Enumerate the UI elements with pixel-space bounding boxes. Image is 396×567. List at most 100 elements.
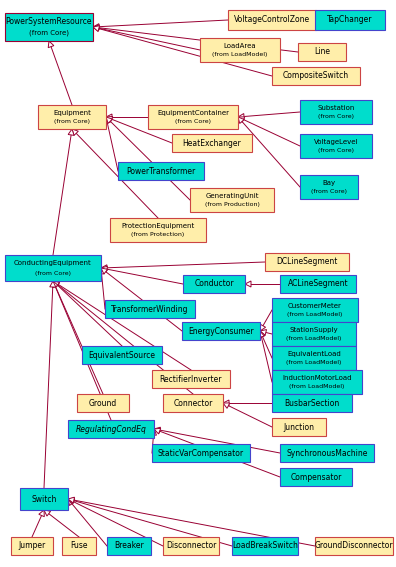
- Text: Conductor: Conductor: [194, 280, 234, 289]
- Polygon shape: [93, 25, 99, 31]
- Bar: [272, 418, 326, 436]
- Polygon shape: [93, 24, 99, 29]
- Text: (from Core): (from Core): [54, 119, 90, 124]
- Text: InductionMotorLoad: InductionMotorLoad: [282, 375, 352, 380]
- Bar: [148, 105, 238, 129]
- Text: StaticVarCompensator: StaticVarCompensator: [158, 448, 244, 458]
- Polygon shape: [93, 26, 99, 31]
- Bar: [315, 10, 385, 30]
- Bar: [300, 175, 358, 199]
- Bar: [272, 394, 352, 412]
- Polygon shape: [101, 268, 108, 274]
- Text: (from Core): (from Core): [311, 189, 347, 194]
- Polygon shape: [68, 129, 74, 136]
- Text: (from Core): (from Core): [175, 119, 211, 124]
- Text: LoadBreakSwitch: LoadBreakSwitch: [232, 541, 298, 551]
- Text: VoltageControlZone: VoltageControlZone: [234, 15, 310, 24]
- Text: VoltageLevel: VoltageLevel: [314, 139, 358, 145]
- Bar: [5, 13, 93, 41]
- Text: TransformerWinding: TransformerWinding: [111, 304, 189, 314]
- Text: (from Core): (from Core): [318, 149, 354, 153]
- Bar: [272, 322, 356, 346]
- Text: (from LoadModel): (from LoadModel): [289, 384, 345, 390]
- Polygon shape: [150, 429, 156, 435]
- Text: Equipment: Equipment: [53, 109, 91, 116]
- Polygon shape: [50, 281, 56, 287]
- Text: PowerTransformer: PowerTransformer: [126, 167, 196, 176]
- Text: EquipmentContainer: EquipmentContainer: [157, 109, 229, 116]
- Polygon shape: [259, 331, 264, 337]
- Polygon shape: [223, 400, 229, 406]
- Text: EnergyConsumer: EnergyConsumer: [188, 327, 254, 336]
- Text: ACLineSegment: ACLineSegment: [287, 280, 348, 289]
- Text: (from Production): (from Production): [205, 202, 259, 208]
- Polygon shape: [39, 510, 44, 517]
- Polygon shape: [93, 26, 99, 32]
- Polygon shape: [260, 324, 266, 331]
- Text: RectifierInverter: RectifierInverter: [160, 374, 222, 383]
- Bar: [68, 420, 154, 438]
- Polygon shape: [53, 281, 59, 287]
- Bar: [315, 537, 393, 555]
- Bar: [272, 346, 356, 370]
- Text: Line: Line: [314, 48, 330, 57]
- Polygon shape: [238, 117, 244, 124]
- Bar: [152, 370, 230, 388]
- Bar: [300, 134, 372, 158]
- Bar: [38, 105, 106, 129]
- Polygon shape: [101, 266, 107, 272]
- Bar: [77, 394, 129, 412]
- Polygon shape: [68, 499, 74, 506]
- Polygon shape: [260, 331, 265, 338]
- Text: Fuse: Fuse: [70, 541, 88, 551]
- Polygon shape: [105, 117, 110, 124]
- Polygon shape: [68, 498, 74, 503]
- Polygon shape: [99, 268, 105, 274]
- Text: PowerSystemResource: PowerSystemResource: [6, 18, 92, 27]
- Bar: [228, 10, 316, 30]
- Bar: [152, 444, 250, 462]
- Text: DCLineSegment: DCLineSegment: [276, 257, 338, 266]
- Text: ConductingEquipment: ConductingEquipment: [14, 260, 92, 266]
- Bar: [183, 275, 245, 293]
- Polygon shape: [106, 116, 113, 122]
- Polygon shape: [238, 117, 245, 122]
- Bar: [200, 38, 280, 62]
- Text: (from Core): (from Core): [35, 270, 71, 276]
- Text: Breaker: Breaker: [114, 541, 144, 551]
- Text: Jumper: Jumper: [18, 541, 46, 551]
- Text: Substation: Substation: [317, 105, 355, 111]
- Polygon shape: [68, 499, 75, 505]
- Polygon shape: [72, 129, 78, 136]
- Polygon shape: [106, 117, 112, 124]
- Bar: [272, 370, 362, 394]
- Text: Compensator: Compensator: [290, 472, 342, 481]
- Bar: [265, 253, 349, 271]
- Bar: [11, 537, 53, 555]
- Polygon shape: [245, 281, 251, 287]
- Bar: [272, 67, 360, 85]
- Bar: [62, 537, 96, 555]
- Text: (from LoadModel): (from LoadModel): [286, 336, 342, 341]
- Polygon shape: [53, 281, 60, 287]
- Text: Disconnector: Disconnector: [166, 541, 216, 551]
- Polygon shape: [53, 281, 58, 287]
- Text: (from Protection): (from Protection): [131, 232, 185, 238]
- Text: EquivalentLoad: EquivalentLoad: [287, 350, 341, 357]
- Text: Connector: Connector: [173, 399, 213, 408]
- Text: Junction: Junction: [284, 422, 314, 431]
- Bar: [105, 300, 195, 318]
- Polygon shape: [48, 41, 54, 48]
- Bar: [107, 537, 151, 555]
- Bar: [82, 346, 162, 364]
- Text: (from Core): (from Core): [29, 29, 69, 36]
- Polygon shape: [106, 114, 112, 120]
- Bar: [298, 43, 346, 61]
- Bar: [272, 298, 358, 322]
- Bar: [280, 275, 356, 293]
- Polygon shape: [223, 403, 230, 408]
- Text: (from LoadModel): (from LoadModel): [286, 360, 342, 365]
- Bar: [163, 537, 219, 555]
- Bar: [182, 322, 260, 340]
- Text: RegulatingCondEq: RegulatingCondEq: [76, 425, 147, 434]
